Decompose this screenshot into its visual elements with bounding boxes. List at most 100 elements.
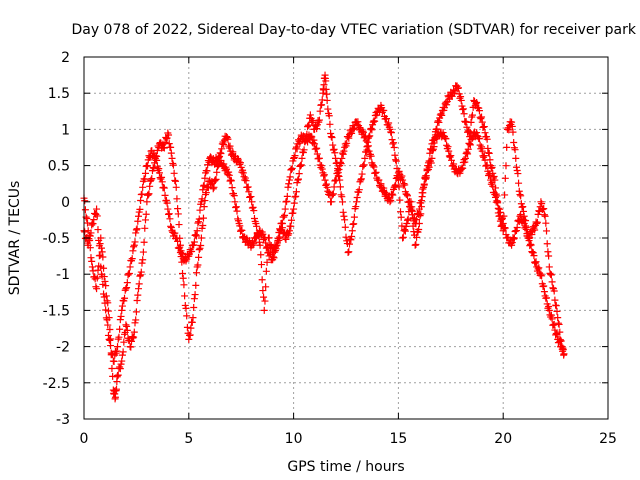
data-point	[110, 357, 118, 365]
data-point	[174, 210, 182, 218]
data-point	[511, 146, 519, 154]
data-point	[158, 173, 166, 181]
data-point	[353, 194, 361, 202]
data-point	[135, 280, 143, 288]
data-point	[389, 191, 397, 199]
data-point	[372, 168, 380, 176]
data-point	[350, 125, 358, 133]
data-point	[547, 271, 555, 279]
y-tick-label: 2	[61, 50, 70, 66]
data-point	[315, 116, 323, 124]
data-point	[388, 136, 396, 144]
data-point	[367, 152, 375, 160]
data-point	[446, 153, 454, 161]
data-point	[81, 206, 89, 214]
data-point	[262, 239, 270, 247]
data-point	[322, 77, 330, 85]
data-point	[237, 159, 245, 167]
data-point	[285, 176, 293, 184]
data-point	[509, 128, 517, 136]
data-point	[551, 326, 559, 334]
data-point	[132, 226, 140, 234]
data-point	[264, 243, 272, 251]
data-point	[477, 115, 485, 123]
data-point	[132, 316, 140, 324]
data-point	[526, 240, 534, 248]
data-point	[327, 133, 335, 141]
data-point	[194, 261, 202, 269]
data-point	[548, 315, 556, 323]
data-point	[217, 150, 225, 158]
data-point	[347, 236, 355, 244]
data-point	[229, 148, 237, 156]
data-point	[380, 184, 388, 192]
data-point	[560, 350, 568, 358]
data-point	[171, 229, 179, 237]
data-point	[167, 222, 175, 230]
data-point	[485, 149, 493, 157]
data-point	[263, 243, 271, 251]
data-point	[134, 217, 142, 225]
data-point	[313, 125, 321, 133]
data-point	[327, 130, 335, 138]
data-point	[249, 203, 257, 211]
data-point	[265, 252, 273, 260]
y-tick-label: -1	[56, 267, 70, 283]
data-point	[426, 149, 434, 157]
data-point	[342, 233, 350, 241]
data-point	[401, 227, 409, 235]
grid-layer	[84, 57, 608, 419]
data-point	[423, 165, 431, 173]
data-point	[533, 218, 541, 226]
data-point	[106, 336, 114, 344]
data-point	[137, 196, 145, 204]
data-point	[329, 190, 337, 198]
data-point	[116, 316, 124, 324]
data-point	[528, 231, 536, 239]
data-point	[332, 154, 340, 162]
data-point	[364, 142, 372, 150]
data-point	[368, 126, 376, 134]
data-point	[283, 192, 291, 200]
data-point	[136, 205, 144, 213]
data-point	[282, 235, 290, 243]
data-point	[242, 177, 250, 185]
data-point	[417, 197, 425, 205]
data-point	[464, 150, 472, 158]
data-point	[405, 198, 413, 206]
y-tick-label: -1.5	[43, 303, 70, 319]
data-point	[513, 224, 521, 232]
data-point	[123, 279, 131, 287]
data-point	[89, 267, 97, 275]
data-point	[403, 191, 411, 199]
data-point	[245, 188, 253, 196]
data-point	[496, 208, 504, 216]
data-point	[104, 321, 112, 329]
data-point	[290, 199, 298, 207]
data-point	[418, 189, 426, 197]
data-point	[122, 285, 130, 293]
data-point	[151, 153, 159, 161]
data-point	[552, 329, 560, 337]
data-point	[389, 140, 397, 148]
data-point	[179, 249, 187, 257]
data-point	[258, 276, 266, 284]
data-point	[262, 244, 270, 252]
data-point	[101, 299, 109, 307]
data-point	[512, 227, 520, 235]
data-point	[236, 222, 244, 230]
data-point	[281, 205, 289, 213]
data-point	[211, 177, 219, 185]
data-point	[554, 319, 562, 327]
data-point	[547, 311, 555, 319]
data-point	[507, 240, 515, 248]
data-point	[492, 193, 500, 201]
data-point	[260, 306, 268, 314]
data-point	[534, 210, 542, 218]
data-point	[323, 96, 331, 104]
data-point	[349, 220, 357, 228]
data-point	[515, 179, 523, 187]
data-point	[508, 118, 516, 126]
data-point	[514, 170, 522, 178]
